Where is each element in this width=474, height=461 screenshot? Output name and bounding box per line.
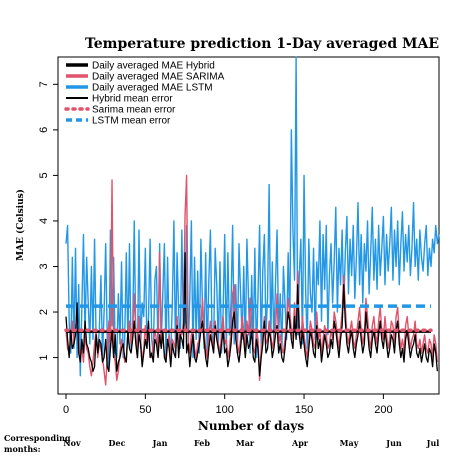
legend-label: Daily averaged MAE LSTM (92, 83, 213, 94)
legend-label: Daily averaged MAE Hybrid (92, 61, 215, 72)
y-tick-label: 5 (38, 172, 50, 178)
months-title-line2: months: (4, 444, 41, 454)
y-axis-title: MAE (Celsius) (15, 189, 26, 261)
month-label: Nov (63, 438, 81, 448)
month-label: Apr (291, 438, 309, 448)
month-label: Jul (426, 438, 440, 448)
chart-title: Temperature prediction 1-Day averaged MA… (85, 36, 439, 52)
month-label: Mar (236, 438, 255, 448)
months-title-line1: Corresponding (4, 433, 71, 443)
y-tick-label: 4 (38, 218, 50, 224)
y-tick-label: 6 (38, 127, 50, 133)
y-tick-label: 1 (38, 355, 50, 361)
x-axis-title: Number of days (198, 419, 304, 433)
legend-label: Sarima mean error (92, 105, 176, 116)
months-row: Corresponding months: Nov Dec Jan Feb Mar Apr… (4, 433, 439, 454)
y-tick-label: 7 (38, 81, 50, 87)
legend-label: Hybrid mean error (92, 94, 173, 105)
month-label: Feb (194, 438, 210, 448)
y-tick-label: 2 (38, 309, 50, 315)
x-tick-label: 150 (295, 404, 313, 416)
plot-frame (57, 56, 440, 395)
x-axis: 0 50 100 150 200 (63, 394, 393, 416)
legend-label: LSTM mean error (92, 116, 171, 127)
x-tick-label: 100 (216, 404, 234, 416)
y-tick-label: 3 (38, 263, 50, 269)
mean-lines (64, 304, 433, 333)
month-label: Jun (385, 438, 402, 448)
month-label: Dec (109, 438, 126, 448)
legend-label: Daily averaged MAE SARIMA (92, 72, 225, 83)
month-label: Jan (152, 438, 168, 448)
x-tick-label: 0 (63, 404, 69, 416)
month-label: May (340, 438, 359, 448)
x-tick-label: 200 (374, 404, 392, 416)
x-tick-label: 50 (139, 404, 151, 416)
y-axis: 1 2 3 4 5 6 7 (38, 81, 58, 361)
